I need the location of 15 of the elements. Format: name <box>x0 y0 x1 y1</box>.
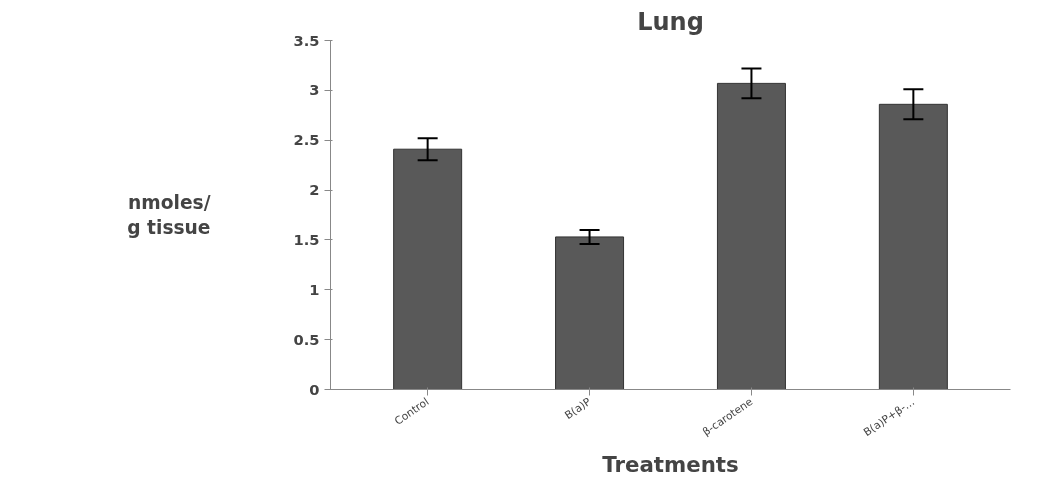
y-tick-label: 1 <box>309 280 320 298</box>
y-tick-label: 1.5 <box>293 230 320 248</box>
chart-title: Lung <box>637 7 704 36</box>
x-axis-title: Treatments <box>602 452 739 478</box>
y-tick-label: 0 <box>309 380 320 398</box>
y-tick-label: 2 <box>309 181 320 199</box>
y-axis-title: nmoles/ g tissue <box>127 191 211 239</box>
bar <box>716 82 786 390</box>
y-tick-label: 3 <box>309 81 320 99</box>
bar <box>555 236 625 390</box>
bar <box>878 103 948 390</box>
y-tick-label: 0.5 <box>293 330 320 348</box>
y-tick-label: 3.5 <box>293 31 320 49</box>
y-tick-label: 2.5 <box>293 131 320 149</box>
bar <box>393 148 463 390</box>
